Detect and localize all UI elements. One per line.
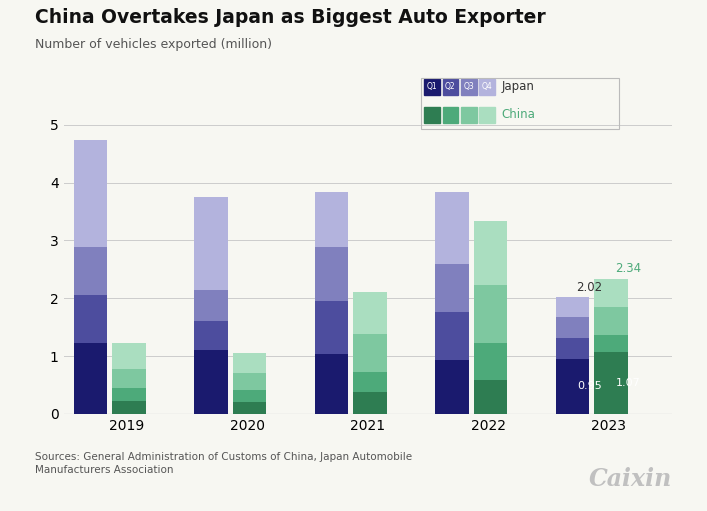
- Bar: [556, 317, 589, 338]
- Bar: [315, 354, 349, 414]
- Bar: [194, 321, 228, 350]
- Bar: [194, 197, 228, 290]
- Bar: [112, 401, 146, 414]
- Bar: [354, 371, 387, 392]
- Bar: [194, 350, 228, 414]
- Bar: [315, 247, 349, 300]
- Bar: [435, 360, 469, 414]
- Bar: [233, 374, 267, 389]
- Bar: [74, 247, 107, 295]
- Text: 1.07: 1.07: [615, 378, 640, 388]
- Text: Q4: Q4: [481, 82, 493, 91]
- Bar: [354, 392, 387, 414]
- Bar: [435, 264, 469, 312]
- Text: China: China: [501, 108, 535, 122]
- Text: Sources: General Administration of Customs of China, Japan Automobile
Manufactur: Sources: General Administration of Custo…: [35, 452, 412, 475]
- Text: 2.34: 2.34: [615, 262, 641, 275]
- Bar: [354, 334, 387, 371]
- Text: China Overtakes Japan as Biggest Auto Exporter: China Overtakes Japan as Biggest Auto Ex…: [35, 8, 546, 27]
- Bar: [594, 308, 628, 335]
- Bar: [474, 380, 508, 414]
- Bar: [474, 285, 508, 343]
- Bar: [112, 343, 146, 369]
- Bar: [474, 221, 508, 285]
- Text: Q1: Q1: [426, 82, 438, 91]
- Bar: [594, 278, 628, 308]
- Bar: [354, 292, 387, 334]
- Bar: [435, 192, 469, 264]
- Text: Q3: Q3: [463, 82, 474, 91]
- Bar: [315, 300, 349, 354]
- Bar: [112, 388, 146, 401]
- Bar: [233, 389, 267, 402]
- Bar: [594, 335, 628, 352]
- Bar: [74, 295, 107, 343]
- Text: Caixin: Caixin: [588, 467, 672, 491]
- Bar: [74, 343, 107, 414]
- Bar: [74, 141, 107, 247]
- Bar: [594, 352, 628, 414]
- Bar: [233, 402, 267, 414]
- Bar: [474, 343, 508, 380]
- Bar: [556, 338, 589, 359]
- Bar: [112, 369, 146, 388]
- Bar: [233, 353, 267, 374]
- Text: Number of vehicles exported (million): Number of vehicles exported (million): [35, 38, 272, 51]
- Bar: [435, 312, 469, 360]
- Text: Q2: Q2: [445, 82, 456, 91]
- Bar: [194, 290, 228, 321]
- Bar: [556, 359, 589, 414]
- Bar: [315, 192, 349, 247]
- Text: 0.95: 0.95: [577, 381, 602, 391]
- Text: Japan: Japan: [501, 80, 534, 94]
- Text: 2.02: 2.02: [576, 281, 602, 294]
- Bar: [556, 297, 589, 317]
